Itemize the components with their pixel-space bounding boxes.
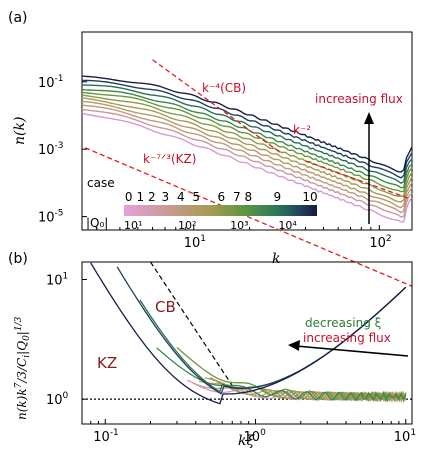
increasing-flux-arrowhead-a	[364, 112, 374, 124]
k2-slope-label: k⁻²	[293, 123, 311, 137]
a-series-line	[81, 97, 413, 203]
a-series-line	[82, 84, 413, 185]
a-ytick-label: 10-1	[38, 74, 64, 91]
colorbar-case-label: 9	[273, 190, 281, 204]
increasing-flux-label-b: increasing flux	[303, 331, 391, 345]
a-reference-line	[152, 59, 283, 155]
a-series-line	[81, 100, 413, 209]
a-xtick-label: 102	[369, 234, 391, 251]
increasing-flux-arrowhead-b	[288, 340, 300, 351]
a-series-line	[81, 94, 413, 198]
decreasing-xi-label: decreasing ξ	[305, 316, 381, 330]
b-cb-reference-line	[150, 261, 233, 386]
colorbar-case-label: 0	[125, 190, 133, 204]
b-series-line	[156, 347, 407, 402]
panel-a-curves	[81, 75, 413, 223]
b-xtick-label: 101	[394, 428, 416, 445]
a-xtick-label: 101	[184, 234, 206, 251]
colorbar: case 0 1 2 3 4 5 6 7 8 9 10 |Q₀| 10¹ 10² 10³ 10⁴	[86, 176, 318, 232]
panel-b-xlabel: kξ	[238, 433, 255, 449]
colorbar-q-tick: 10³	[230, 219, 248, 232]
panel-a-axes-frame	[81, 31, 413, 231]
colorbar-q-tick: 10¹	[124, 219, 142, 232]
b-series-line	[90, 262, 407, 405]
panel-b-axes-frame	[81, 261, 413, 425]
colorbar-case-label: 6	[218, 190, 226, 204]
a-series-line	[81, 75, 413, 173]
colorbar-q-tick: 10²	[178, 219, 196, 232]
colorbar-q-label: |Q₀|	[86, 216, 108, 230]
colorbar-case-label: 5	[192, 190, 200, 204]
increasing-flux-label-a: increasing flux	[315, 92, 403, 106]
panel-b-ylabel: n(k)k7/3/Ci|Q0|1/3	[14, 316, 32, 420]
cb-slope-label: k⁻⁴(CB)	[202, 81, 246, 95]
colorbar-case-label: 4	[177, 190, 185, 204]
panel-a-label: (a)	[8, 10, 28, 26]
panel-a-ylabel: n(k)	[12, 117, 28, 145]
a-reference-line	[84, 147, 413, 287]
a-ytick-label: 10-5	[38, 209, 64, 226]
colorbar-case-label: 7	[233, 190, 241, 204]
panel-a-xlabel: k	[272, 251, 280, 267]
colorbar-q-ticks: 10¹ 10² 10³ 10⁴	[124, 219, 297, 232]
b-series-line	[176, 347, 407, 403]
a-series-line	[81, 91, 413, 193]
panel-b-curves	[82, 261, 412, 405]
colorbar-case-label: 8	[245, 190, 253, 204]
colorbar-case-labels: 0 1 2 3 4 5 6 7 8 9 10	[125, 190, 318, 204]
colorbar-case-label: 1	[136, 190, 144, 204]
colorbar-q-tick: 10⁴	[278, 219, 297, 232]
panel-a-reference-lines	[84, 59, 413, 287]
increasing-flux-arrow-b	[295, 345, 409, 357]
b-ytick-label: 100	[46, 391, 69, 408]
colorbar-case-label: 10	[302, 190, 317, 204]
kz-label-b: KZ	[97, 354, 117, 372]
a-reference-line	[305, 160, 413, 201]
cb-label-b: CB	[155, 298, 176, 316]
a-series-line	[81, 104, 413, 214]
a-series-line	[81, 108, 413, 218]
colorbar-case-label: 3	[162, 190, 170, 204]
a-ytick-label: 10-3	[38, 141, 64, 158]
colorbar-bar	[124, 205, 317, 216]
panel-b-label: (b)	[8, 251, 28, 267]
b-xtick-label: 10-1	[93, 428, 119, 445]
kz-slope-label: k⁻⁷ᐟ³(KZ)	[143, 152, 196, 166]
colorbar-case-label: 2	[148, 190, 156, 204]
a-series-line	[81, 112, 413, 223]
colorbar-title: case	[87, 176, 115, 190]
a-series-line	[81, 79, 413, 179]
b-ytick-label: 101	[46, 271, 68, 288]
